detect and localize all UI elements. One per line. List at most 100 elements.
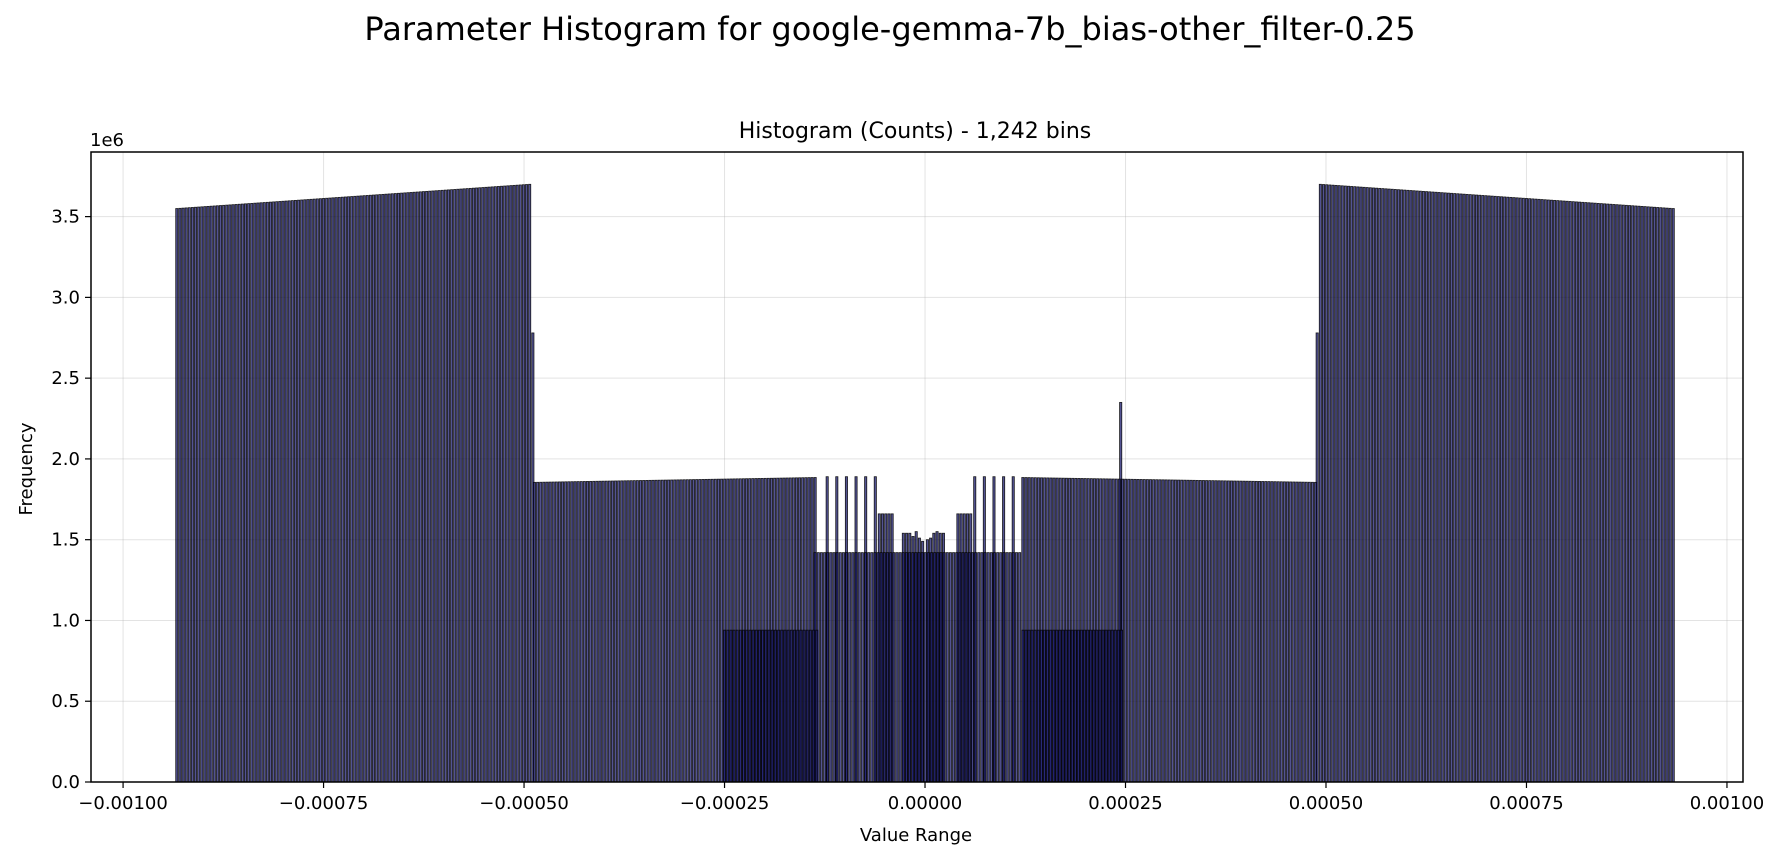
histogram-bar [783,629,787,783]
histogram-bar [1273,481,1277,783]
histogram-bar [595,480,599,783]
histogram-bar [848,552,852,783]
histogram-bar [1073,629,1077,783]
histogram-bar [397,192,401,783]
histogram-bar [1042,629,1046,783]
histogram-bar [222,204,226,783]
histogram-bar [745,629,749,783]
histogram-bar [710,478,714,783]
histogram-bar [1101,629,1105,783]
histogram-bar [1368,187,1372,783]
histogram-bar [1089,629,1093,783]
histogram-bar [259,202,263,783]
histogram-bar [632,480,636,783]
y-ticks: 0.0 0.5 1.0 1.5 2.0 2.5 3.0 3.5 [51,207,91,793]
histogram-bar [945,552,949,783]
histogram-bar [1353,186,1357,783]
x-tick-label: −0.00075 [279,793,369,814]
histogram-bar [197,206,201,783]
histogram-bar [895,552,899,783]
histogram-bar [735,629,739,783]
histogram-bar [362,195,366,783]
histogram-bar [1599,203,1603,783]
histogram-bar [626,480,630,783]
histogram-bar [952,552,956,783]
histogram-bar [1064,629,1068,783]
histogram-bar [1446,192,1450,783]
histogram-bar [688,479,692,783]
histogram-bar [359,195,363,783]
histogram-bar [393,193,397,783]
histogram-bar [1643,206,1647,783]
histogram-bar [1574,201,1578,783]
histogram-bar [764,629,768,783]
histogram-bar [262,202,266,783]
histogram-bar [1468,194,1472,783]
histogram-bar [1301,481,1305,783]
histogram-bar [1371,187,1375,783]
histogram-bar [930,552,934,783]
histogram-bar [284,200,288,783]
histogram-bar [642,480,646,783]
histogram-bar [738,629,742,783]
histogram-bar [1396,189,1400,783]
histogram-bar [268,201,272,783]
histogram-bar [1403,189,1407,783]
histogram-bar [1440,192,1444,783]
histogram-bar [487,186,491,783]
histogram-bar [434,190,438,783]
y-tick-label: 3.5 [51,207,80,228]
histogram-bar [1531,198,1535,783]
histogram-bar [704,478,708,783]
histogram-bar [620,480,624,783]
histogram-bar [1496,196,1500,783]
histogram-bar [911,552,915,783]
histogram-bar [1512,197,1516,783]
histogram-bar [275,201,279,783]
histogram-bar [748,629,752,783]
histogram-bar [1390,188,1394,783]
histogram-bar [1624,204,1628,783]
histogram-bar [1211,480,1215,783]
histogram-bar [1328,184,1332,783]
histogram-bar [496,186,500,783]
histogram-bar [898,552,902,783]
histogram-bar [713,478,717,783]
histogram-bar [225,204,229,783]
histogram-bar [645,480,649,783]
histogram-bar [1155,479,1159,783]
histogram-bar [917,552,921,783]
histogram-bar [863,552,867,783]
histogram-bar [1646,206,1650,783]
histogram-bar [980,552,984,783]
histogram-bar [1248,480,1252,783]
histogram-bar [1631,205,1635,783]
histogram-bar [1124,478,1128,783]
histogram-bar [1258,481,1262,783]
histogram-bar [1612,204,1616,783]
histogram-bar [1229,480,1233,783]
histogram-bar [1649,206,1653,783]
histogram-bar [1136,479,1140,783]
histogram-bar [1487,195,1491,783]
histogram-bar [1568,201,1572,783]
histogram-bar [582,481,586,783]
histogram-bar [281,200,285,783]
histogram-bar [500,185,504,783]
histogram-bar [1534,198,1538,783]
histogram-bar [1310,481,1314,783]
histogram-bar [780,629,784,783]
histogram-bar [481,187,485,783]
histogram-bar [826,552,830,783]
x-ticks: −0.00100 −0.00075 −0.00050 −0.00025 0.00000 0… [78,782,1764,814]
histogram-bar [1307,481,1311,783]
histogram-bar [456,188,460,783]
histogram-bar [368,194,372,783]
histogram-bar [1593,202,1597,783]
histogram-bar [886,552,890,783]
histogram-bar [187,207,191,783]
histogram-bar [518,184,522,783]
histogram-bar [1546,199,1550,783]
histogram-bar [623,480,627,783]
y-tick-label: 2.0 [51,449,80,470]
